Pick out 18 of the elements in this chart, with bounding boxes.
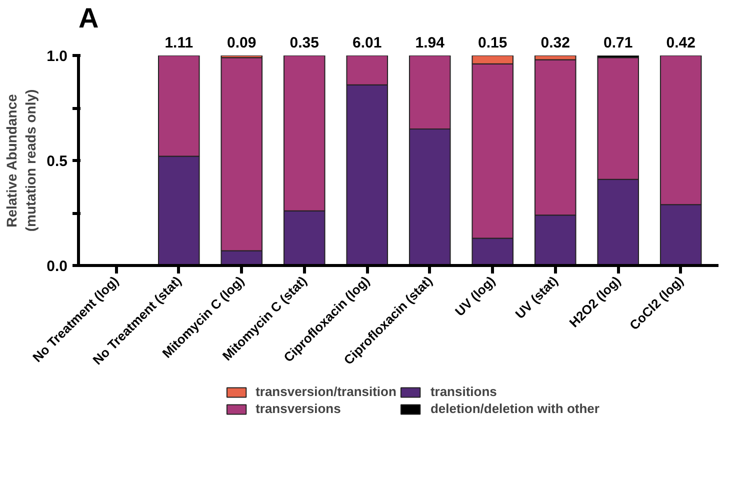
text: 6.01 xyxy=(352,34,382,52)
text: 0.32 xyxy=(540,34,570,52)
text: 0.42 xyxy=(666,34,696,52)
text: 0.71 xyxy=(604,34,633,52)
legend-label: transversions xyxy=(256,401,341,416)
text: A xyxy=(78,2,99,34)
legend-label: transversion/transition xyxy=(256,384,396,399)
legend-label: deletion/deletion with other xyxy=(430,401,600,416)
text: 0.15 xyxy=(478,34,508,52)
y-axis-title: Relative Abundance (mutation reads only) xyxy=(3,89,39,232)
legend-label: transitions xyxy=(430,384,497,399)
y-tick-label: 0.0 xyxy=(46,258,68,275)
text: 0.09 xyxy=(227,34,256,52)
y-tick-label: 0.5 xyxy=(46,153,68,170)
text: 1.11 xyxy=(164,34,194,52)
text: 0.35 xyxy=(290,34,319,52)
y-tick-label: 1.0 xyxy=(46,48,68,65)
text: 1.94 xyxy=(415,34,446,52)
